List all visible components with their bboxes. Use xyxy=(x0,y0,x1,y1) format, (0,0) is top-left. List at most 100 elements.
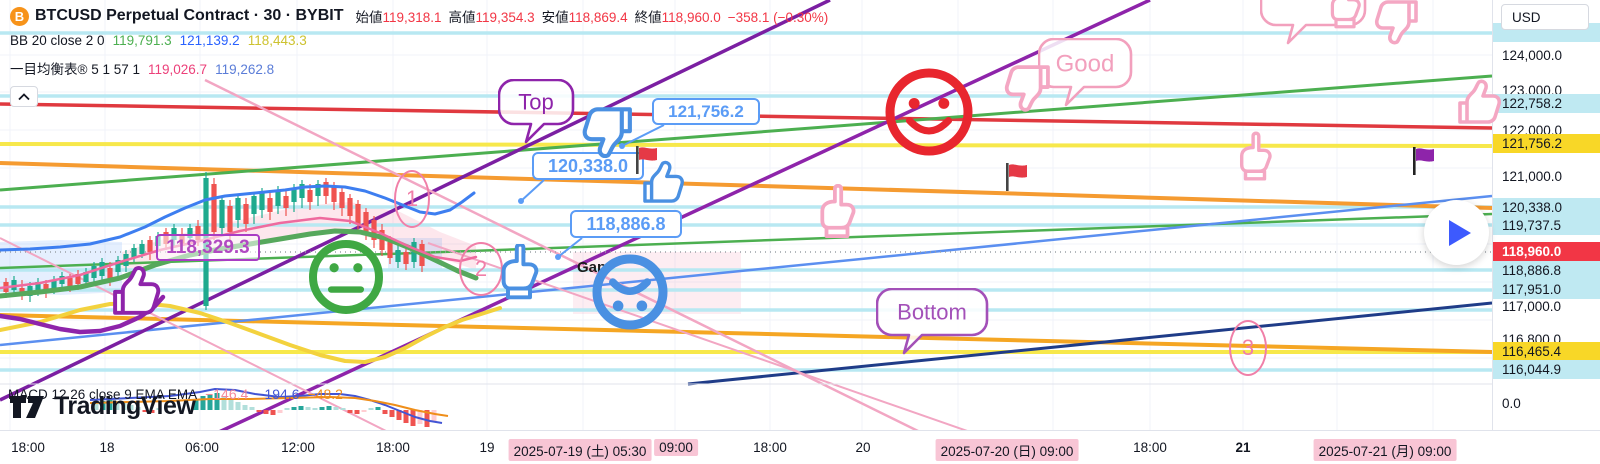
indicator-value: 119,791.3 xyxy=(112,33,172,48)
red-flag-icon[interactable] xyxy=(636,146,662,181)
bubble-bottom[interactable]: Bottom xyxy=(875,287,1032,367)
blue-upside-down-face[interactable] xyxy=(588,250,672,339)
ichimoku-pink xyxy=(0,216,478,290)
symbol-legend[interactable]: B BTCUSD Perpetual Contract · 30 · BYBIT… xyxy=(10,6,835,26)
callout-118886-anchor[interactable] xyxy=(555,254,561,260)
time-axis[interactable]: 18:00 18 06:00 12:00 18:00 19 2025-07-19 (土) 0… xyxy=(0,430,1600,464)
blue-thumb-up-icon[interactable] xyxy=(635,156,691,217)
macd-bar xyxy=(121,403,127,410)
indicator-value: 119,026.7 xyxy=(148,62,208,77)
macd-bar xyxy=(135,407,141,410)
macd-bar xyxy=(214,393,220,410)
bubble-top[interactable]: Top xyxy=(497,78,618,156)
macd-bar xyxy=(207,394,213,410)
macd-bar xyxy=(375,407,381,410)
bubble-good-text: Good xyxy=(1056,50,1115,77)
indicator-macd[interactable]: MACD 12 26 close 9 EMA EMA −146.4 −194.6 −4… xyxy=(8,386,343,402)
macd-bar xyxy=(347,410,353,413)
price-axis[interactable]: USD 124,000.0 123,000.0 122,758.2 122,000.0… xyxy=(1492,0,1600,430)
indicator-name: 一目均衡表® 5 1 57 1 xyxy=(10,62,140,77)
callout-121756-anchor[interactable] xyxy=(619,143,625,149)
candle xyxy=(379,224,385,256)
candle xyxy=(355,200,361,232)
macd-bar xyxy=(291,407,297,410)
ohlc-value: 118,869.4 xyxy=(568,10,628,25)
candle xyxy=(147,236,153,260)
collapse-legend-button[interactable] xyxy=(10,86,38,107)
pink-thumb-down-icon[interactable] xyxy=(1369,0,1425,53)
macd-value: −194.6 xyxy=(256,386,300,402)
macd-bar xyxy=(354,410,360,414)
macd-bar xyxy=(235,402,241,410)
green-neutral-face[interactable] xyxy=(305,236,387,323)
candle xyxy=(91,262,97,284)
macd-bar xyxy=(228,399,234,410)
candle xyxy=(395,244,401,268)
callout-118886[interactable]: 118,886.8 xyxy=(570,210,682,238)
candle xyxy=(283,190,289,216)
pink-thumb-down-icon-2[interactable] xyxy=(1000,58,1056,119)
tradingview-watermark: TradingView xyxy=(10,392,196,421)
candle xyxy=(299,180,305,208)
trend-blue[interactable] xyxy=(0,194,1492,347)
candle xyxy=(115,256,121,278)
macd-bar xyxy=(368,408,374,410)
time-label: 21 xyxy=(1235,440,1251,455)
blue-point-hand-icon[interactable] xyxy=(491,242,547,305)
time-label-highlighted: 2025-07-20 (日) 09:00 xyxy=(935,439,1079,461)
bubble-good[interactable]: Good xyxy=(1037,37,1176,119)
price-label: 122,758.2 xyxy=(1493,94,1600,113)
trend-navy[interactable] xyxy=(687,301,1492,386)
callout-121756[interactable]: 121,756.2 xyxy=(652,98,760,125)
pink-point-icon-3[interactable] xyxy=(1317,0,1373,39)
indicator-value: 118,443.3 xyxy=(247,33,307,48)
ohlc-label: 高値 xyxy=(448,10,476,25)
candle xyxy=(347,194,353,224)
red-happy-face[interactable] xyxy=(881,64,977,165)
macd-bar xyxy=(93,403,99,410)
macd-bar xyxy=(256,410,262,412)
price-label: 118,886.8 xyxy=(1493,261,1600,280)
time-label-highlighted: 2025-07-21 (月) 09:00 xyxy=(1313,439,1457,461)
price-label: 117,000.0 xyxy=(1502,299,1562,314)
macd-bar xyxy=(312,408,318,410)
go-to-realtime-button[interactable] xyxy=(1424,200,1489,265)
indicator-value: 121,139.2 xyxy=(179,33,240,48)
trend-pink-1[interactable] xyxy=(204,78,985,430)
level-yellow-121756[interactable] xyxy=(0,142,1492,148)
bubble-bottom-text: Bottom xyxy=(897,300,967,325)
macd-bar xyxy=(382,410,388,414)
trend-green-upper[interactable] xyxy=(0,74,1492,192)
pink-thumb-up-icon[interactable] xyxy=(1451,76,1507,137)
time-label: 18:00 xyxy=(11,440,45,455)
ellipse-3[interactable]: 3 xyxy=(1229,320,1267,376)
callout-121756-pointer xyxy=(621,124,665,147)
purple-thumb-up-icon[interactable] xyxy=(108,265,164,326)
indicator-ichimoku[interactable]: 一目均衡表® 5 1 57 1 119,026.7 119,262.8 xyxy=(10,58,274,78)
callout-120338[interactable]: 120,338.0 xyxy=(532,152,644,180)
callout-120338-pointer xyxy=(520,179,545,202)
time-label: 18:00 xyxy=(1133,440,1167,455)
time-label: 20 xyxy=(855,440,871,455)
time-label: 18:00 xyxy=(753,440,787,455)
currency-button[interactable]: USD xyxy=(1501,4,1589,30)
indicator-bb[interactable]: BB 20 close 2 0 119,791.3 121,139.2 118,443… xyxy=(10,33,307,48)
ohlc-value: 119,354.3 xyxy=(475,10,535,25)
pink-point-icon-2[interactable] xyxy=(1227,129,1283,190)
macd-bar xyxy=(431,410,437,422)
callout-120338-anchor[interactable] xyxy=(518,198,524,204)
ellipse-1[interactable]: 1 xyxy=(394,170,430,228)
macd-bar xyxy=(333,407,339,410)
price-label: 117,951.0 xyxy=(1493,280,1600,299)
blue-thumb-down-icon[interactable] xyxy=(580,102,636,163)
purple-flag-icon[interactable] xyxy=(1413,147,1439,182)
macd-bar xyxy=(305,407,311,410)
red-flag-icon-2[interactable] xyxy=(1006,163,1032,198)
time-label-highlighted: 2025-07-19 (土) 05:30 xyxy=(508,439,652,461)
symbol-title: BTCUSD Perpetual Contract · 30 · BYBIT xyxy=(35,7,344,24)
price-label-118329[interactable]: 118,329.3 xyxy=(156,234,260,261)
macd-line-orange xyxy=(89,396,449,417)
pink-point-up-icon[interactable] xyxy=(809,183,865,245)
bubble-top-text: Top xyxy=(518,90,553,115)
macd-bar xyxy=(263,410,269,414)
